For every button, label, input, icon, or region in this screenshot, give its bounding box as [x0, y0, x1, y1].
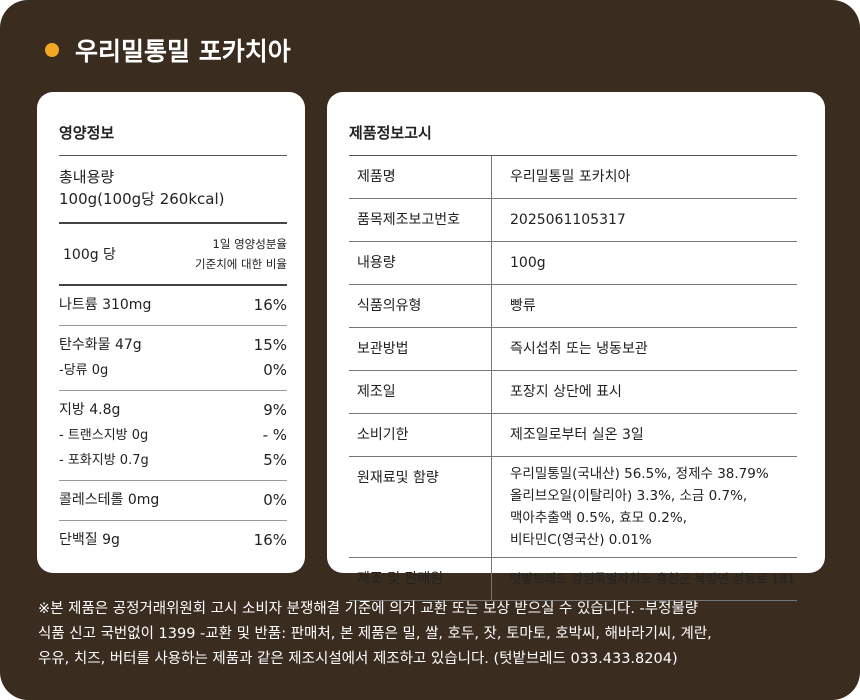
product-heading: 제품정보고시: [349, 122, 797, 156]
product-label: 품목제조보고번호: [349, 199, 492, 241]
product-label: 보관방법: [349, 328, 492, 370]
nutrient-pct: 16%: [253, 531, 287, 549]
product-value-line: 텃밭브레드 강원특별자치도 홍천군 북방면 성동로 181: [510, 571, 796, 586]
nutrient-pct: 0%: [263, 361, 287, 379]
product-value-line: 올리브오일(이탈리아) 3.3%, 소금 0.7%,: [510, 488, 748, 504]
product-value-line: 빵류: [510, 298, 536, 314]
product-value-line: 2025061105317: [510, 212, 626, 228]
nutrient-row: 콜레스테롤 0mg 0%: [59, 488, 287, 513]
dv-header: 1일 영양성분율 기준치에 대한 비율: [195, 234, 287, 274]
nutrient-pct: 9%: [263, 401, 287, 419]
nutrient-group: 탄수화물 47g 15% -당류 0g 0%: [59, 326, 287, 391]
footer-line: 우유, 치즈, 버터를 사용하는 제품과 같은 제조시설에서 제조하고 있습니다…: [38, 651, 678, 667]
nutrient-name: - 트랜스지방 0g: [59, 428, 149, 443]
nutrition-card: 영양정보 총내용량 100g(100g당 260kcal) 100g 당 1일 …: [37, 92, 305, 573]
total-value: 100g(100g당 260kcal): [59, 190, 225, 208]
product-label: 제품명: [349, 156, 492, 198]
product-row: 제조 및 판매원 텃밭브레드 강원특별자치도 홍천군 북방면 성동로 181: [349, 558, 797, 601]
nutrient-row: 나트륨 310mg 16%: [59, 293, 287, 318]
nutrient-row: 지방 4.8g 9%: [59, 398, 287, 423]
per-row: 100g 당 1일 영양성분율 기준치에 대한 비율: [59, 224, 287, 286]
product-value: 빵류: [492, 285, 536, 327]
footer-line: ※본 제품은 공정거래위원회 고시 소비자 분쟁해결 기준에 의거 교환 또는 …: [38, 601, 699, 617]
dv-header-line: 기준치에 대한 비율: [195, 257, 287, 271]
nutrient-pct: 15%: [253, 336, 287, 354]
nutrient-row: 탄수화물 47g 15%: [59, 333, 287, 358]
product-value-line: 맥아추출액 0.5%, 효모 0.2%,: [510, 510, 687, 526]
product-row: 원재료및 함량 우리밀통밀(국내산) 56.5%, 정제수 38.79% 올리브오일…: [349, 457, 797, 558]
product-value-line: 우리밀통밀 포카치아: [510, 169, 631, 185]
nutrient-group: 나트륨 310mg 16%: [59, 286, 287, 326]
nutrient-name: 콜레스테롤 0mg: [59, 492, 160, 508]
product-value-line: 즉시섭취 또는 냉동보관: [510, 341, 648, 357]
product-row: 품목제조보고번호 2025061105317: [349, 199, 797, 242]
product-value: 우리밀통밀(국내산) 56.5%, 정제수 38.79% 올리브오일(이탈리아) …: [492, 457, 769, 557]
nutrient-groups: 나트륨 310mg 16% 탄수화물 47g 15% -당류 0g 0% 지방 4.8g 9%…: [59, 286, 287, 560]
nutrient-name: 탄수화물 47g: [59, 337, 142, 353]
nutrient-row: 단백질 9g 16%: [59, 528, 287, 553]
nutrient-row: - 포화지방 0.7g 5%: [59, 448, 287, 473]
nutrient-row: -당류 0g 0%: [59, 358, 287, 383]
product-value-line: 우리밀통밀(국내산) 56.5%, 정제수 38.79%: [510, 466, 769, 482]
product-label: 소비기한: [349, 414, 492, 456]
nutrition-heading: 영양정보: [59, 122, 287, 156]
nutrient-group: 단백질 9g 16%: [59, 521, 287, 560]
nutrient-row: - 트랜스지방 0g - %: [59, 423, 287, 448]
per-label: 100g 당: [63, 247, 116, 263]
product-label: 내용량: [349, 242, 492, 284]
product-value-line: 비타민C(영국산) 0.01%: [510, 532, 652, 548]
product-row: 보관방법 즉시섭취 또는 냉동보관: [349, 328, 797, 371]
product-label: 식품의유형: [349, 285, 492, 327]
nutrient-name: -당류 0g: [59, 363, 109, 378]
product-row: 내용량 100g: [349, 242, 797, 285]
product-value-line: 포장지 상단에 표시: [510, 384, 622, 400]
total: 총내용량 100g(100g당 260kcal): [59, 156, 287, 224]
product-value: 텃밭브레드 강원특별자치도 홍천군 북방면 성동로 181: [492, 558, 795, 600]
nutrient-name: 나트륨 310mg: [59, 297, 152, 313]
product-value: 우리밀통밀 포카치아: [492, 156, 630, 198]
product-row: 식품의유형 빵류: [349, 285, 797, 328]
product-row: 제품명 우리밀통밀 포카치아: [349, 156, 797, 199]
product-label: 제조일: [349, 371, 492, 413]
footer: ※본 제품은 공정거래위원회 고시 소비자 분쟁해결 기준에 의거 교환 또는 …: [38, 597, 712, 672]
product-value-line: 100g: [510, 255, 546, 271]
footer-line: 식품 신고 국번없이 1399 -교환 및 반품: 판매처, 본 제품은 밀, …: [38, 626, 712, 642]
nutrient-pct: - %: [262, 426, 287, 444]
nutrient-pct: 5%: [263, 451, 287, 469]
total-label: 총내용량: [59, 168, 115, 186]
nutrient-pct: 0%: [263, 491, 287, 509]
product-value: 포장지 상단에 표시: [492, 371, 622, 413]
product-label: 제조 및 판매원: [349, 558, 492, 600]
title: 우리밀통밀 포카치아: [75, 37, 291, 66]
nutrient-pct: 16%: [253, 296, 287, 314]
product-value: 제조일로부터 실온 3일: [492, 414, 644, 456]
product-value: 즉시섭취 또는 냉동보관: [492, 328, 648, 370]
nutrient-group: 콜레스테롤 0mg 0%: [59, 481, 287, 521]
product-value: 100g: [492, 242, 546, 284]
nutrient-name: 단백질 9g: [59, 532, 120, 548]
nutrient-name: 지방 4.8g: [59, 402, 121, 418]
product-label: 원재료및 함량: [349, 457, 492, 557]
product-value: 2025061105317: [492, 199, 626, 241]
nutrient-group: 지방 4.8g 9% - 트랜스지방 0g - % - 포화지방 0.7g 5%: [59, 391, 287, 481]
dv-header-line: 1일 영양성분율: [212, 237, 287, 251]
bullet: [45, 43, 59, 57]
product-row: 제조일 포장지 상단에 표시: [349, 371, 797, 414]
product-row: 소비기한 제조일로부터 실온 3일: [349, 414, 797, 457]
nutrient-name: - 포화지방 0.7g: [59, 453, 149, 468]
product-value-line: 제조일로부터 실온 3일: [510, 427, 644, 443]
